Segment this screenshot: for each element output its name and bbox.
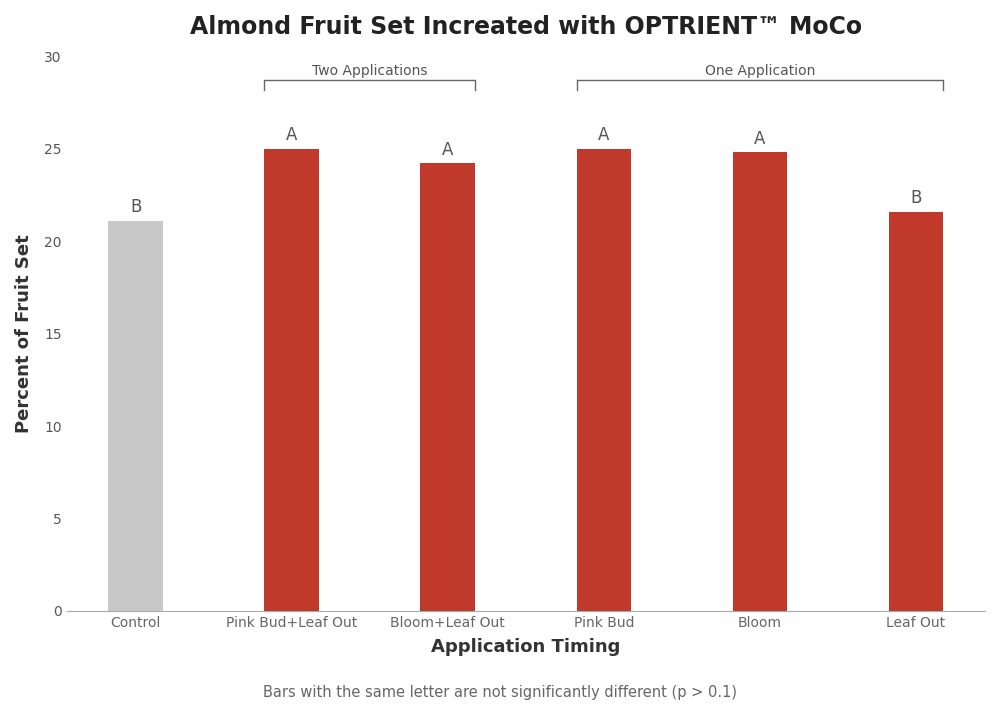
Text: B: B <box>130 198 141 216</box>
Bar <box>733 152 787 611</box>
Y-axis label: Percent of Fruit Set: Percent of Fruit Set <box>15 234 33 433</box>
Text: Two Applications: Two Applications <box>312 64 427 79</box>
Text: A: A <box>286 126 297 144</box>
Bar <box>577 149 631 611</box>
Title: Almond Fruit Set Increated with OPTRIENT™ MoCo: Almond Fruit Set Increated with OPTRIENT… <box>190 15 862 39</box>
Text: A: A <box>442 141 453 159</box>
Text: A: A <box>754 130 766 148</box>
Text: One Application: One Application <box>705 64 815 79</box>
Text: A: A <box>598 126 610 144</box>
Bar <box>264 149 319 611</box>
Text: Bars with the same letter are not significantly different (p > 0.1): Bars with the same letter are not signif… <box>263 685 737 700</box>
Bar <box>108 221 163 611</box>
Text: B: B <box>910 189 922 207</box>
X-axis label: Application Timing: Application Timing <box>431 638 620 656</box>
Bar <box>889 211 943 611</box>
Bar <box>420 164 475 611</box>
